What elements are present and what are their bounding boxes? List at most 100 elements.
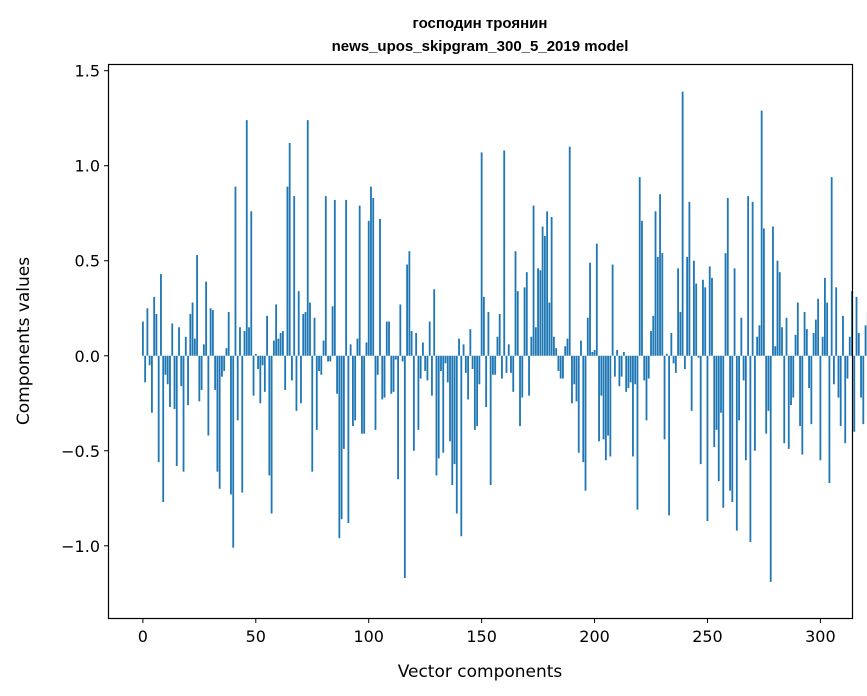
bar-21 bbox=[189, 313, 192, 356]
bar-27 bbox=[202, 344, 205, 356]
bar-40 bbox=[232, 355, 235, 548]
bar-80 bbox=[322, 340, 325, 356]
bar-172 bbox=[530, 336, 533, 356]
bar-270 bbox=[751, 201, 754, 356]
bar-96 bbox=[358, 205, 361, 356]
bar-103 bbox=[374, 355, 377, 430]
bar-57 bbox=[270, 355, 273, 514]
y-tick-label: 1.5 bbox=[75, 62, 100, 81]
bar-2 bbox=[146, 308, 149, 356]
bar-179 bbox=[546, 211, 549, 356]
bar-240 bbox=[683, 355, 686, 370]
bar-200 bbox=[593, 350, 596, 356]
y-tick-label: 1.0 bbox=[75, 157, 100, 176]
bar-198 bbox=[589, 262, 591, 356]
bar-62 bbox=[281, 331, 284, 356]
bar-16 bbox=[178, 327, 180, 356]
bar-147 bbox=[473, 355, 476, 430]
bar-149 bbox=[478, 355, 481, 385]
bar-156 bbox=[494, 355, 497, 375]
bar-223 bbox=[645, 355, 648, 421]
bar-84 bbox=[331, 306, 334, 356]
bar-48 bbox=[250, 211, 253, 356]
bar-74 bbox=[309, 302, 311, 356]
bar-137 bbox=[451, 355, 454, 485]
bar-298 bbox=[814, 319, 817, 356]
bar-115 bbox=[401, 355, 404, 362]
bar-296 bbox=[810, 355, 813, 425]
bar-293 bbox=[803, 312, 806, 356]
bar-6 bbox=[155, 313, 158, 356]
bar-33 bbox=[216, 355, 219, 472]
bar-249 bbox=[704, 287, 707, 356]
bar-209 bbox=[613, 355, 616, 377]
bar-252 bbox=[711, 277, 713, 356]
bar-272 bbox=[756, 336, 759, 356]
bar-294 bbox=[805, 329, 808, 356]
bar-210 bbox=[616, 350, 619, 356]
bar-25 bbox=[198, 355, 201, 402]
bar-193 bbox=[577, 355, 580, 453]
bar-262 bbox=[733, 268, 736, 356]
bar-236 bbox=[674, 355, 677, 373]
bar-196 bbox=[584, 355, 587, 491]
bar-65 bbox=[288, 142, 291, 356]
bar-284 bbox=[783, 355, 786, 444]
bar-69 bbox=[297, 291, 300, 356]
bar-304 bbox=[828, 355, 831, 484]
bar-229 bbox=[659, 194, 661, 356]
bar-154 bbox=[489, 355, 492, 485]
bar-5 bbox=[153, 296, 156, 356]
x-axis-label: Vector components bbox=[398, 662, 563, 682]
bar-72 bbox=[304, 312, 307, 356]
bar-31 bbox=[211, 310, 214, 356]
bar-153 bbox=[487, 312, 490, 356]
bar-77 bbox=[315, 355, 318, 430]
bar-302 bbox=[824, 277, 826, 356]
x-axis-ticks: 0 50 100 150 200 250 300 bbox=[138, 618, 836, 646]
bar-318 bbox=[860, 355, 862, 398]
bar-28 bbox=[205, 281, 208, 356]
bar-230 bbox=[661, 253, 664, 356]
bar-195 bbox=[582, 355, 585, 463]
bar-45 bbox=[243, 331, 246, 356]
bar-51 bbox=[257, 355, 259, 370]
bar-24 bbox=[196, 255, 198, 356]
x-tick-label: 150 bbox=[466, 627, 497, 646]
bar-68 bbox=[295, 355, 298, 411]
bar-36 bbox=[223, 355, 226, 371]
bar-121 bbox=[415, 332, 418, 356]
bars-group bbox=[141, 91, 867, 582]
bar-26 bbox=[200, 355, 203, 390]
bar-150 bbox=[480, 152, 483, 356]
bar-308 bbox=[837, 355, 840, 398]
bar-34 bbox=[218, 355, 221, 489]
bar-174 bbox=[534, 327, 537, 356]
bar-281 bbox=[776, 260, 779, 356]
bar-139 bbox=[455, 355, 458, 514]
bar-211 bbox=[618, 355, 621, 387]
bar-89 bbox=[342, 355, 345, 449]
bar-146 bbox=[471, 355, 474, 370]
bar-261 bbox=[731, 355, 734, 503]
bar-79 bbox=[320, 355, 323, 375]
bar-87 bbox=[338, 355, 341, 539]
bar-52 bbox=[259, 355, 262, 404]
bar-269 bbox=[749, 355, 752, 542]
bar-277 bbox=[767, 355, 770, 411]
x-tick-label: 250 bbox=[692, 627, 723, 646]
bar-88 bbox=[340, 355, 343, 520]
bar-161 bbox=[505, 355, 508, 373]
bar-0 bbox=[141, 321, 144, 356]
bar-164 bbox=[512, 355, 515, 392]
bar-290 bbox=[796, 302, 799, 356]
bar-310 bbox=[842, 315, 844, 356]
bar-158 bbox=[498, 313, 501, 356]
y-tick-label: 0.5 bbox=[75, 252, 100, 271]
bar-307 bbox=[835, 287, 838, 356]
bar-106 bbox=[381, 355, 384, 400]
bar-238 bbox=[679, 312, 682, 356]
bar-282 bbox=[778, 272, 781, 356]
bar-37 bbox=[225, 348, 228, 356]
bar-173 bbox=[532, 205, 535, 356]
